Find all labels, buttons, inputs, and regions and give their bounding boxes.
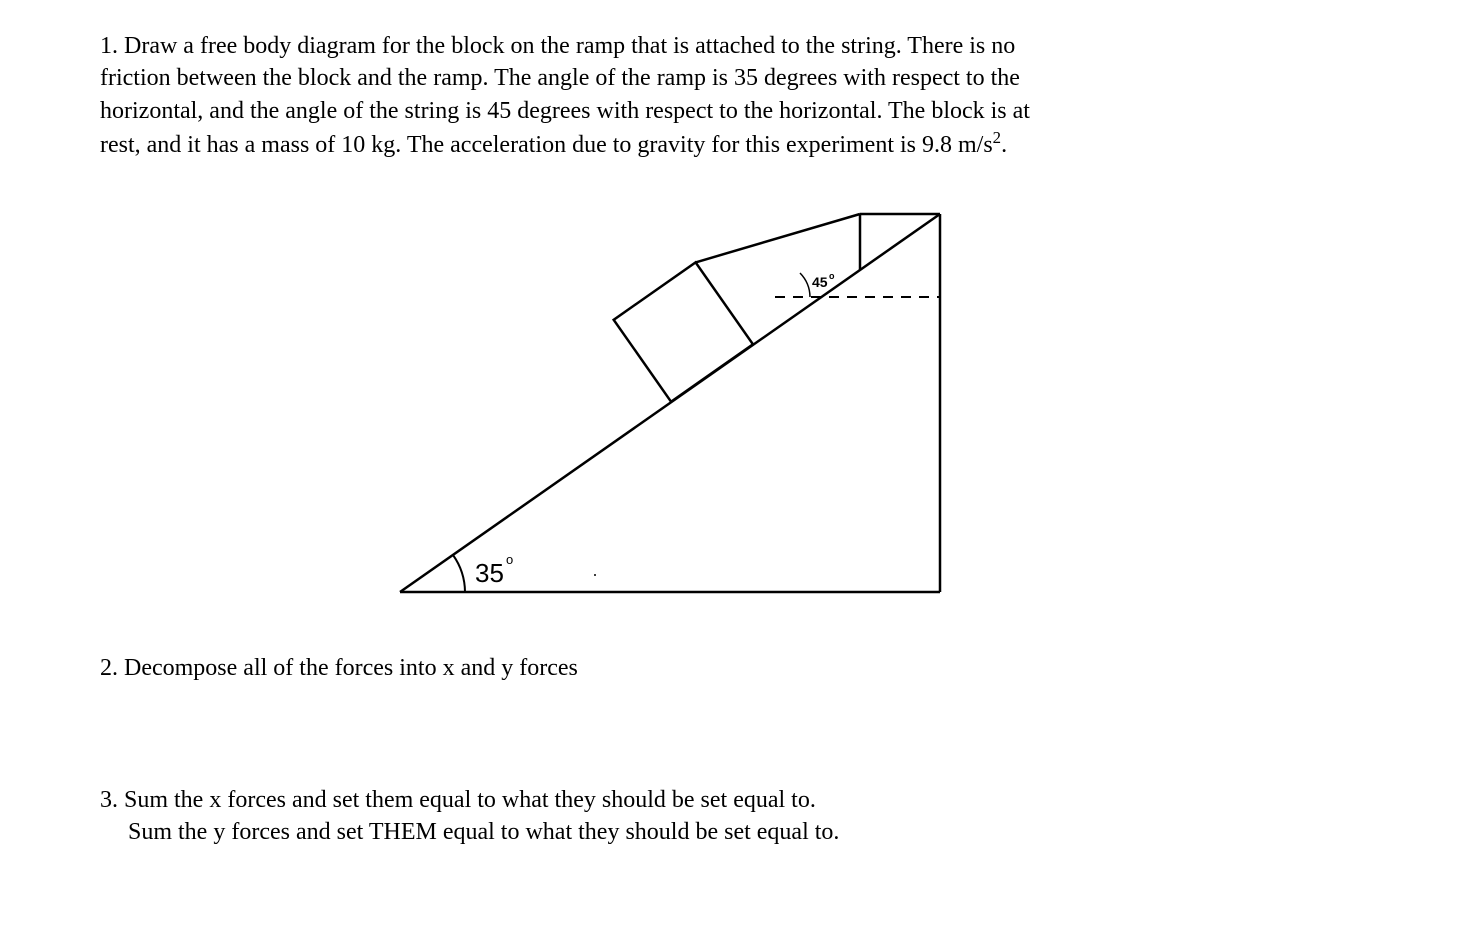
problem-1-line1: 1. Draw a free body diagram for the bloc… (100, 33, 1015, 59)
problem-1-line4-end: . (1001, 132, 1007, 158)
problem-3-line2: Sum the y forces and set THEM equal to w… (128, 819, 839, 845)
block-group (614, 262, 753, 401)
problem-3-line1: 3. Sum the x forces and set them equal t… (100, 787, 816, 813)
problem-1-text: 1. Draw a free body diagram for the bloc… (100, 30, 1361, 162)
physics-diagram: 35 o 45 o (380, 192, 960, 612)
ramp-angle-degree: o (506, 552, 513, 567)
string-line (696, 214, 860, 262)
problem-3-text: 3. Sum the x forces and set them equal t… (100, 784, 1361, 849)
ramp-hypotenuse (400, 214, 940, 592)
string-angle-text: 45 (812, 274, 828, 290)
string-angle-arc (800, 273, 810, 297)
problem-1-line3: horizontal, and the angle of the string … (100, 98, 1030, 124)
block-rect (614, 262, 753, 401)
diagram-svg: 35 o 45 o (380, 192, 960, 612)
problem-2-line: 2. Decompose all of the forces into x an… (100, 655, 578, 681)
problem-2-text: 2. Decompose all of the forces into x an… (100, 652, 1361, 684)
problem-1-superscript: 2 (993, 128, 1001, 147)
string-angle-degree: o (829, 271, 835, 281)
ramp-angle-arc (453, 555, 465, 592)
ramp-angle-text: 35 (475, 558, 504, 588)
small-dot-icon (594, 574, 596, 576)
problem-1-line4: rest, and it has a mass of 10 kg. The ac… (100, 132, 993, 158)
problem-1-line2: friction between the block and the ramp.… (100, 65, 1020, 91)
